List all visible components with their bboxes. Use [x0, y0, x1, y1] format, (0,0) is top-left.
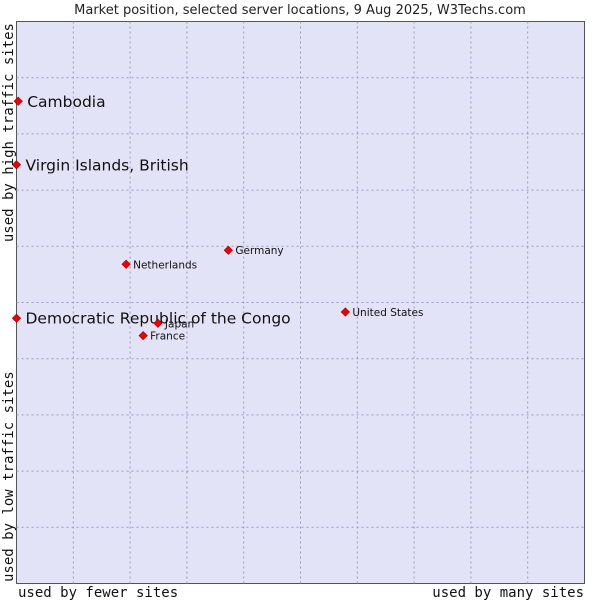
point-cambodia: Cambodia: [13, 93, 106, 111]
point-marker: [13, 96, 23, 106]
point-germany: Germany: [223, 245, 284, 257]
x-axis-label-left: used by fewer sites: [18, 585, 178, 600]
point-france: France: [138, 331, 185, 343]
point-japan: Japan: [153, 318, 194, 330]
point-label: Germany: [235, 245, 283, 257]
point-marker: [223, 245, 233, 255]
point-marker: [121, 259, 131, 269]
point-label: France: [150, 331, 185, 343]
chart-title: Market position, selected server locatio…: [74, 3, 526, 18]
point-marker: [11, 160, 22, 170]
point-marker: [340, 307, 350, 317]
point-label: United States: [352, 307, 423, 319]
point-label: Netherlands: [133, 259, 197, 271]
point-label: Cambodia: [27, 93, 105, 111]
y-axis-label-top: used by high traffic sites: [1, 23, 17, 242]
point-marker: [138, 331, 148, 341]
point-label: Virgin Islands, British: [26, 156, 189, 174]
x-axis-label-right: used by many sites: [432, 585, 584, 600]
data-points: Cambodia Virgin Islands, British Democrati…: [11, 93, 423, 343]
grid-lines: [16, 21, 585, 584]
point-label: Japan: [164, 318, 194, 330]
point-democratic-republic-of-the-congo: Democratic Republic of the Congo: [11, 310, 291, 328]
y-axis-label-bottom: used by low traffic sites: [1, 371, 17, 582]
point-netherlands: Netherlands: [121, 259, 197, 271]
point-marker: [153, 318, 163, 328]
point-united-states: United States: [340, 307, 423, 319]
point-virgin-islands-british: Virgin Islands, British: [11, 156, 189, 174]
point-label: Democratic Republic of the Congo: [26, 310, 291, 328]
point-marker: [11, 313, 22, 323]
